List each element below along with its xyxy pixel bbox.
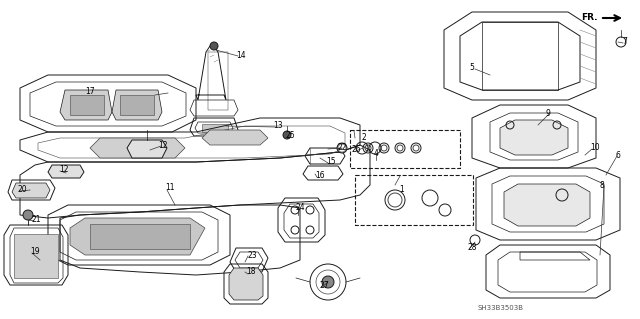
Circle shape xyxy=(23,210,33,220)
Text: 2: 2 xyxy=(362,133,367,143)
Polygon shape xyxy=(202,130,268,145)
Text: 19: 19 xyxy=(30,248,40,256)
Text: 10: 10 xyxy=(590,144,600,152)
Text: 28: 28 xyxy=(468,242,477,251)
Polygon shape xyxy=(70,218,205,255)
Circle shape xyxy=(337,143,347,153)
Text: 22: 22 xyxy=(338,144,348,152)
Text: FR.: FR. xyxy=(582,13,598,23)
Text: 18: 18 xyxy=(246,268,255,277)
Text: SH33B3503B: SH33B3503B xyxy=(477,305,523,311)
Polygon shape xyxy=(504,184,590,226)
Text: 24: 24 xyxy=(296,203,306,211)
Bar xyxy=(90,224,190,249)
Polygon shape xyxy=(500,120,568,155)
Text: 4: 4 xyxy=(374,149,379,158)
Polygon shape xyxy=(90,138,185,158)
Polygon shape xyxy=(12,183,50,198)
Text: 21: 21 xyxy=(32,216,42,225)
Text: 14: 14 xyxy=(236,50,246,60)
Bar xyxy=(14,234,58,278)
Polygon shape xyxy=(48,165,84,178)
Circle shape xyxy=(283,131,291,139)
Text: 17: 17 xyxy=(85,87,95,97)
Text: 16: 16 xyxy=(315,172,324,181)
Text: 13: 13 xyxy=(273,122,283,130)
Text: 27: 27 xyxy=(320,281,330,291)
Bar xyxy=(202,124,228,132)
Text: 9: 9 xyxy=(545,108,550,117)
Polygon shape xyxy=(229,268,263,300)
Text: 12: 12 xyxy=(158,140,168,150)
Bar xyxy=(120,95,154,115)
Text: 6: 6 xyxy=(615,151,620,160)
Text: 23: 23 xyxy=(247,250,257,259)
Text: 7: 7 xyxy=(622,38,627,47)
Circle shape xyxy=(322,276,334,288)
Bar xyxy=(355,175,473,225)
Bar xyxy=(70,95,104,115)
Polygon shape xyxy=(127,140,167,158)
Text: 12: 12 xyxy=(59,166,68,174)
Bar xyxy=(482,22,558,90)
Text: 5: 5 xyxy=(469,63,474,72)
Bar xyxy=(350,130,460,168)
Text: 20: 20 xyxy=(18,186,28,195)
Circle shape xyxy=(210,42,218,50)
Text: 15: 15 xyxy=(326,158,335,167)
Polygon shape xyxy=(60,90,112,120)
Text: 1: 1 xyxy=(399,186,404,195)
Text: 8: 8 xyxy=(600,181,605,189)
Text: 25: 25 xyxy=(286,131,296,140)
Text: 26: 26 xyxy=(352,145,362,154)
Circle shape xyxy=(339,145,345,151)
Polygon shape xyxy=(112,90,162,120)
Text: 11: 11 xyxy=(165,183,175,192)
